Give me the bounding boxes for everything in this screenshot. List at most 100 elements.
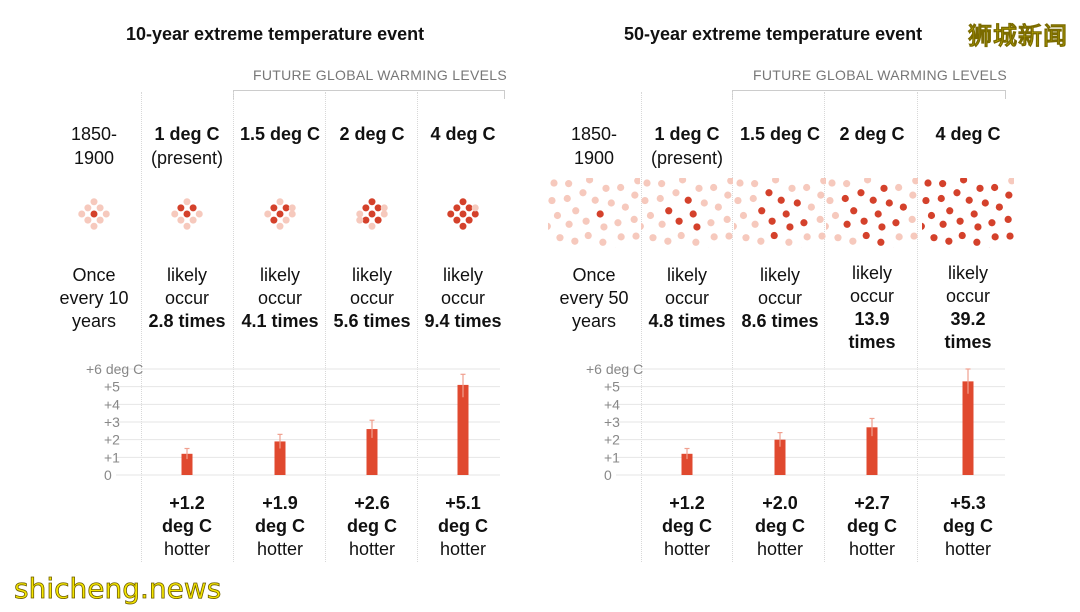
y-tick-label: +3	[104, 414, 120, 430]
frequency-text: likely occur 39.2 times	[922, 262, 1014, 354]
hotter-word: hotter	[663, 539, 711, 559]
event-dot-light	[816, 215, 824, 224]
event-dot-light	[368, 222, 376, 230]
event-dot-light	[632, 232, 640, 240]
event-dot-light	[757, 237, 765, 245]
hotter-value: +2.7	[854, 493, 890, 513]
column-header: 1850- 1900	[48, 122, 140, 172]
y-tick-label: +2	[104, 432, 120, 448]
event-dot-red	[689, 210, 697, 218]
event-dot-light	[788, 184, 796, 192]
event-dot-red	[362, 204, 370, 212]
event-dot-red	[1006, 232, 1014, 240]
event-dot-light	[695, 184, 703, 192]
bar	[274, 441, 286, 475]
bar	[366, 429, 378, 475]
hotter-value: +5.1	[445, 493, 481, 513]
hotter-value: +5.3	[950, 493, 986, 513]
watermark-top: 狮城新闻	[968, 22, 1068, 51]
event-dot-light	[195, 210, 203, 218]
event-dot-light	[571, 237, 579, 245]
hotter-word: hotter	[256, 539, 304, 559]
frequency-times: 4.8 times	[648, 311, 726, 331]
event-dot-light	[189, 216, 197, 224]
frequency-line: occur	[349, 288, 394, 308]
event-dot-red	[786, 223, 794, 231]
event-dot-light	[710, 233, 718, 241]
event-dot-light	[565, 180, 573, 188]
event-dot-light	[817, 191, 825, 199]
y-tick-label: +6 deg C	[586, 361, 643, 377]
event-dot-red	[368, 210, 376, 218]
event-dot-red	[869, 196, 877, 204]
event-dot-light	[380, 204, 388, 212]
y-tick-label: +1	[104, 449, 120, 465]
column-separator	[325, 92, 326, 562]
event-dot-light	[646, 211, 655, 220]
frequency-line: Once	[572, 265, 616, 285]
event-dot-red	[465, 204, 473, 212]
event-dot-light	[84, 204, 92, 212]
event-dot-light	[548, 222, 551, 230]
event-dot-red	[447, 210, 455, 218]
hotter-value: +1.2	[169, 493, 205, 513]
hotter-word: hotter	[439, 539, 487, 559]
y-tick-label: 0	[604, 467, 612, 483]
event-dot-light	[912, 178, 918, 185]
event-dot-red	[270, 216, 278, 224]
column-header-line1: 1850-	[70, 124, 118, 144]
event-dot-light	[582, 217, 590, 225]
hotter-text: +5.3 deg C hotter	[922, 492, 1014, 561]
event-dot-light	[751, 220, 759, 228]
column-header-line1: 2 deg C	[339, 124, 405, 144]
event-dot-red	[374, 216, 382, 224]
event-dot-red	[892, 219, 900, 227]
event-dot-red	[453, 204, 461, 212]
column-1: 1 deg C (present) likely occur 2.8 times +1.2…	[141, 122, 233, 559]
future-levels-label: FUTURE GLOBAL WARMING LEVELS	[253, 67, 507, 83]
event-dot-red	[768, 217, 776, 225]
event-dot-light	[656, 194, 664, 203]
column-header-line1: 4 deg C	[935, 124, 1001, 144]
event-dot-red	[945, 237, 953, 245]
y-tick-label: +1	[604, 449, 620, 465]
frequency-line: every 10	[59, 288, 129, 308]
frequency-line: every 50	[559, 288, 629, 308]
event-dot-light	[677, 231, 685, 240]
hotter-value: +2.0	[762, 493, 798, 513]
event-dot-light	[807, 203, 815, 211]
event-dot-red	[939, 220, 947, 228]
event-dot-red	[956, 217, 964, 225]
bar	[181, 453, 193, 475]
event-dot-red	[758, 207, 766, 215]
hotter-unit: deg C	[661, 516, 712, 536]
event-dot-light	[700, 199, 708, 207]
bar	[774, 439, 786, 475]
frequency-line: likely	[259, 265, 300, 285]
frequency-text: likely occur 13.9 times	[826, 262, 918, 354]
y-tick-label: +3	[604, 414, 620, 430]
event-dot-light	[909, 191, 917, 199]
hotter-text: +1.2 deg C hotter	[641, 492, 733, 561]
column-separator	[641, 92, 642, 562]
hotter-word: hotter	[756, 539, 804, 559]
event-dot-red	[368, 198, 376, 206]
event-dot-light	[614, 219, 622, 227]
column-header-line2: (present)	[650, 148, 724, 168]
event-dot-light	[724, 191, 732, 199]
y-tick-label: +4	[104, 396, 120, 412]
event-dot-red	[959, 178, 968, 184]
event-dot-light	[723, 215, 731, 224]
column-separator	[233, 92, 234, 562]
temperature-bar-chart: 0 +1+2 +3 +4+5 +6 deg C	[586, 361, 1005, 483]
frequency-line: Once	[72, 265, 116, 285]
column-header: 2 deg C	[826, 122, 918, 172]
event-dot-light	[550, 179, 558, 187]
event-dot-light	[90, 198, 98, 206]
event-dot-light	[599, 238, 607, 246]
column-header-line1: 1 deg C	[654, 124, 720, 144]
event-dot-red	[684, 196, 692, 204]
hotter-unit: deg C	[437, 516, 488, 536]
event-dot-red	[974, 223, 982, 231]
event-dot-light	[602, 184, 610, 192]
